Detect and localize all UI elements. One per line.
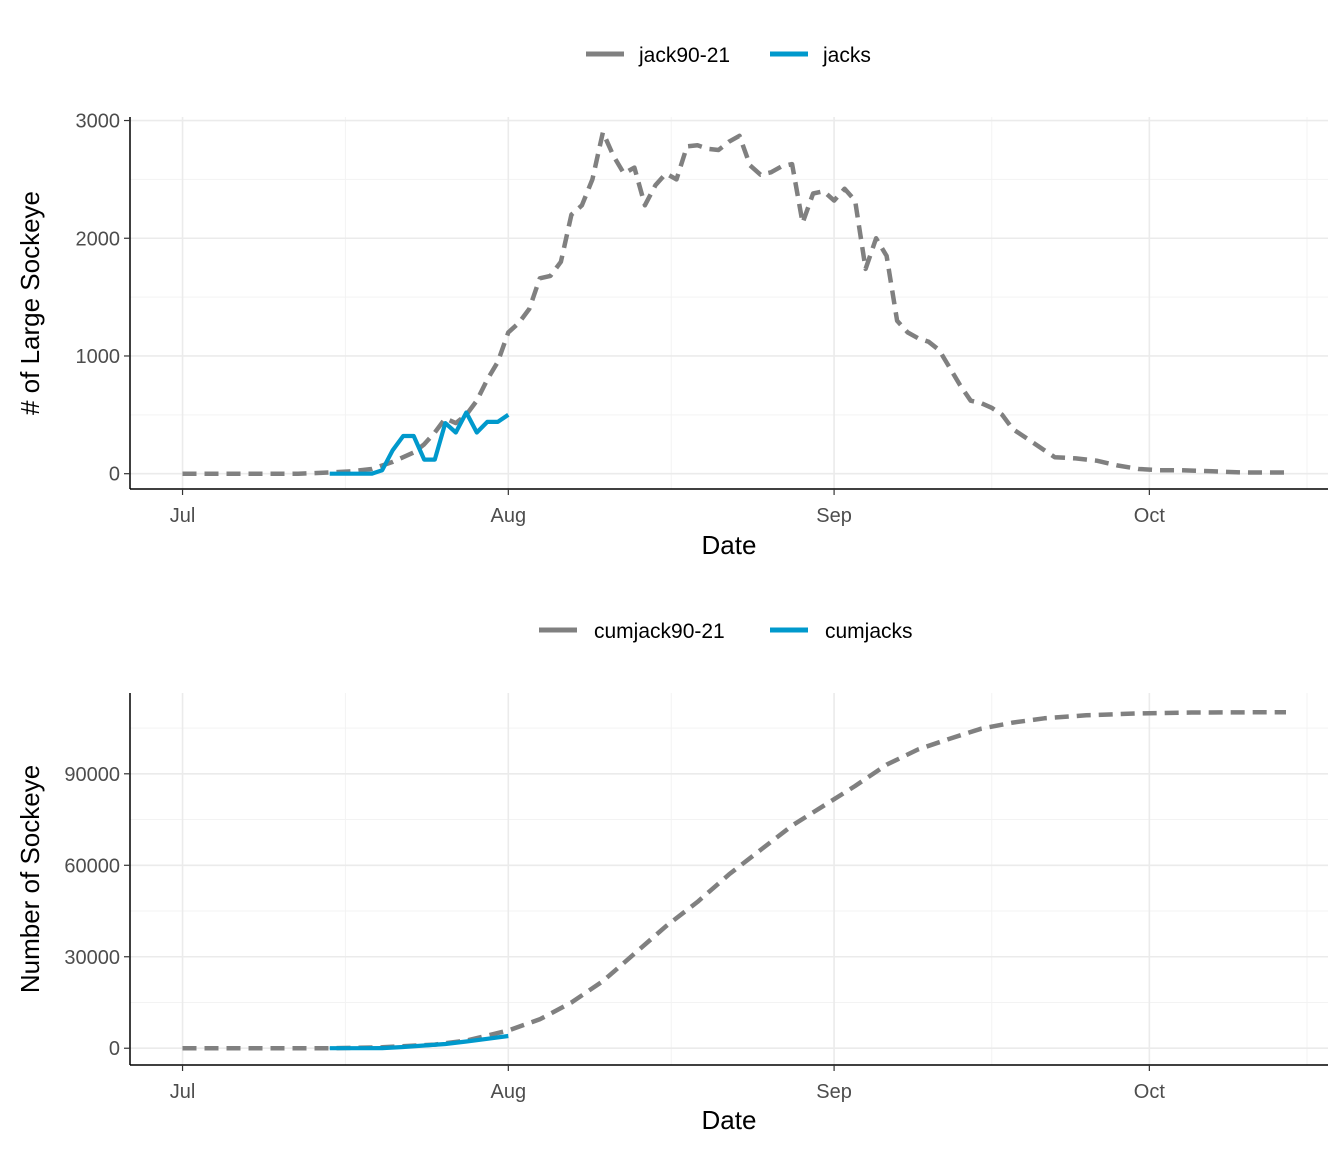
data-series	[182, 130, 1286, 476]
legend-label-jacks: jacks	[822, 44, 871, 67]
major-gridlines	[130, 693, 1328, 1065]
x-tick-label: Jul	[170, 1081, 196, 1103]
y-tick-label: 60000	[64, 855, 120, 877]
x-tick-label: Jul	[170, 505, 196, 527]
series-line-cumjacks	[329, 1033, 509, 1051]
x-tick-label: Aug	[491, 1081, 527, 1103]
y-tick-label: 2000	[76, 228, 121, 250]
legend-label-cumjacks: cumjacks	[825, 620, 913, 643]
legend: cumjack90-21 cumjacks	[539, 620, 913, 643]
series-line-jack90-21	[182, 130, 1286, 476]
data-series	[182, 709, 1287, 1051]
x-tick-label: Oct	[1134, 1081, 1166, 1103]
y-axis-ticks: 0 1000 2000 3000	[76, 111, 130, 486]
chart-panel-large-sockeye: jack90-21 jacks 0 1000 2000 3000 Jul Aug Sep O…	[15, 44, 1328, 560]
x-axis-title: Date	[702, 1105, 757, 1135]
x-axis-title: Date	[702, 530, 757, 560]
legend-label-cumjack90-21: cumjack90-21	[594, 620, 725, 643]
y-axis-title: Number of Sockeye	[15, 765, 45, 993]
x-tick-label: Sep	[816, 505, 852, 527]
y-tick-label: 3000	[76, 111, 121, 133]
y-tick-label: 0	[109, 464, 120, 486]
y-tick-label: 1000	[76, 346, 121, 368]
chart-panel-cumulative-sockeye: cumjack90-21 cumjacks 0 30000 60000 90000 J…	[15, 620, 1328, 1135]
minor-gridlines	[130, 117, 1328, 489]
y-tick-label: 30000	[64, 947, 120, 969]
y-axis-ticks: 0 30000 60000 90000	[64, 764, 130, 1060]
major-gridlines	[130, 117, 1328, 489]
x-axis-ticks: Jul Aug Sep Oct	[170, 1065, 1166, 1103]
y-tick-label: 90000	[64, 764, 120, 786]
series-line-cumjack90-21	[182, 709, 1287, 1051]
legend-label-jack90-21: jack90-21	[638, 44, 730, 67]
y-tick-label: 0	[109, 1038, 120, 1060]
x-axis-ticks: Jul Aug Sep Oct	[170, 489, 1166, 527]
x-tick-label: Aug	[491, 505, 527, 527]
x-tick-label: Oct	[1134, 505, 1166, 527]
y-axis-title: # of Large Sockeye	[15, 191, 45, 415]
legend: jack90-21 jacks	[586, 44, 871, 67]
series-line-jacks	[329, 410, 510, 476]
minor-gridlines	[130, 693, 1328, 1065]
x-tick-label: Sep	[816, 1081, 852, 1103]
